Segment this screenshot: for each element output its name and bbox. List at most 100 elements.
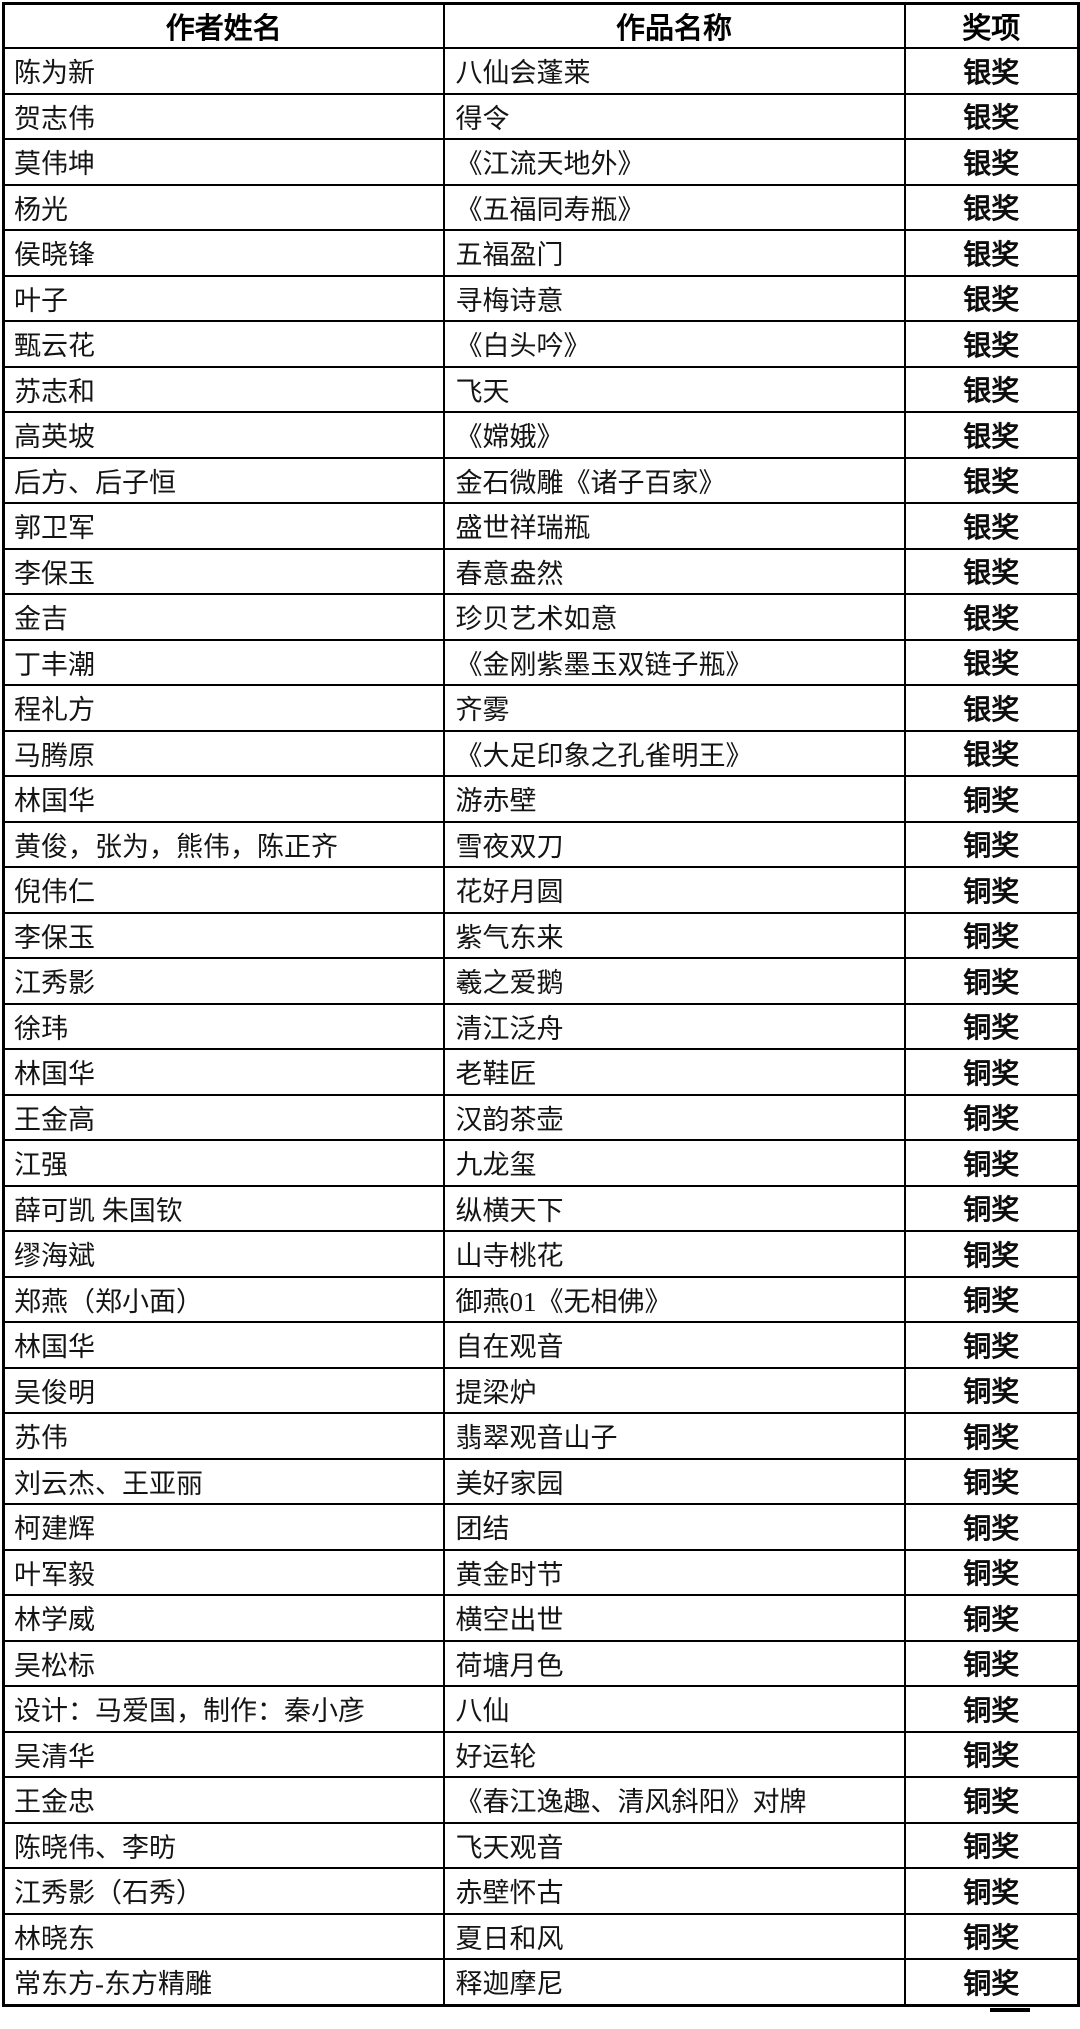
award-cell: 银奖 — [903, 320, 1080, 368]
award-cell: 银奖 — [903, 456, 1080, 504]
work-cell: 羲之爱鹅 — [442, 957, 906, 1005]
author-cell: 林国华 — [2, 1321, 445, 1369]
award-cell: 铜奖 — [903, 1366, 1080, 1414]
award-cell: 铜奖 — [903, 1457, 1080, 1505]
table-row: 高英坡 《嫦娥》 银奖 — [2, 411, 1080, 459]
work-cell: 黄金时节 — [442, 1548, 906, 1596]
table-row: 丁丰潮 《金刚紫墨玉双链子瓶》 银奖 — [2, 638, 1080, 686]
author-cell: 徐玮 — [2, 1002, 445, 1050]
work-cell: 《五福同寿瓶》 — [442, 183, 906, 231]
work-cell: 齐雾 — [442, 684, 906, 732]
table-row: 杨光 《五福同寿瓶》 银奖 — [2, 183, 1080, 231]
table-row: 苏志和 飞天 银奖 — [2, 365, 1080, 413]
table-row: 郑燕（郑小面） 御燕01《无相佛》 铜奖 — [2, 1275, 1080, 1323]
table-row: 徐玮 清江泛舟 铜奖 — [2, 1002, 1080, 1050]
work-cell: 自在观音 — [442, 1321, 906, 1369]
award-cell: 铜奖 — [903, 1639, 1080, 1687]
award-cell: 铜奖 — [903, 1275, 1080, 1323]
author-cell: 江强 — [2, 1139, 445, 1187]
work-cell: 《嫦娥》 — [442, 411, 906, 459]
work-cell: 雪夜双刀 — [442, 820, 906, 868]
table-row: 刘云杰、王亚丽 美好家园 铜奖 — [2, 1457, 1080, 1505]
author-cell: 丁丰潮 — [2, 638, 445, 686]
author-cell: 吴清华 — [2, 1730, 445, 1778]
table-row: 陈为新 八仙会蓬莱 银奖 — [2, 47, 1080, 95]
work-cell: 好运轮 — [442, 1730, 906, 1778]
table-row: 倪伟仁 花好月圆 铜奖 — [2, 866, 1080, 914]
award-cell: 铜奖 — [903, 1730, 1080, 1778]
author-cell: 李保玉 — [2, 547, 445, 595]
work-cell: 横空出世 — [442, 1594, 906, 1642]
table-row: 王金忠 《春江逸趣、清风斜阳》对牌 铜奖 — [2, 1776, 1080, 1824]
award-cell: 铜奖 — [903, 911, 1080, 959]
author-cell: 林国华 — [2, 1048, 445, 1096]
table-row: 林国华 自在观音 铜奖 — [2, 1321, 1080, 1369]
author-cell: 杨光 — [2, 183, 445, 231]
table-row: 吴松标 荷塘月色 铜奖 — [2, 1639, 1080, 1687]
author-cell: 程礼方 — [2, 684, 445, 732]
award-cell: 铜奖 — [903, 866, 1080, 914]
award-cell: 铜奖 — [903, 1503, 1080, 1551]
author-cell: 林晓东 — [2, 1912, 445, 1960]
table-row: 设计：马爱国，制作：秦小彦 八仙 铜奖 — [2, 1685, 1080, 1733]
author-cell: 刘云杰、王亚丽 — [2, 1457, 445, 1505]
table-body: 陈为新 八仙会蓬莱 银奖 贺志伟 得令 银奖 莫伟坤 《江流天地外》 银奖 杨光 《五福同寿瓶》 银奖… — [2, 47, 1080, 2006]
award-cell: 银奖 — [903, 183, 1080, 231]
award-cell: 铜奖 — [903, 1821, 1080, 1869]
work-cell: 团结 — [442, 1503, 906, 1551]
table-row: 苏伟 翡翠观音山子 铜奖 — [2, 1412, 1080, 1460]
author-cell: 吴俊明 — [2, 1366, 445, 1414]
award-cell: 铜奖 — [903, 1685, 1080, 1733]
work-cell: 《白头吟》 — [442, 320, 906, 368]
award-cell: 铜奖 — [903, 1002, 1080, 1050]
table-row: 叶军毅 黄金时节 铜奖 — [2, 1548, 1080, 1596]
award-cell: 铜奖 — [903, 775, 1080, 823]
work-cell: 花好月圆 — [442, 866, 906, 914]
table-row: 缪海斌 山寺桃花 铜奖 — [2, 1230, 1080, 1278]
award-cell: 银奖 — [903, 593, 1080, 641]
work-cell: 得令 — [442, 92, 906, 140]
author-cell: 贺志伟 — [2, 92, 445, 140]
work-cell: 荷塘月色 — [442, 1639, 906, 1687]
header-row: 作者姓名 作品名称 奖项 — [2, 2, 1080, 49]
award-cell: 铜奖 — [903, 1548, 1080, 1596]
work-cell: 八仙会蓬莱 — [442, 47, 906, 95]
award-cell: 铜奖 — [903, 1958, 1080, 2006]
work-cell: 飞天 — [442, 365, 906, 413]
table-header: 作者姓名 作品名称 奖项 — [2, 2, 1080, 49]
author-cell: 马腾原 — [2, 729, 445, 777]
author-cell: 金吉 — [2, 593, 445, 641]
author-cell: 叶军毅 — [2, 1548, 445, 1596]
table-row: 林晓东 夏日和风 铜奖 — [2, 1912, 1080, 1960]
work-cell: 《金刚紫墨玉双链子瓶》 — [442, 638, 906, 686]
header-author: 作者姓名 — [2, 2, 445, 49]
work-cell: 五福盈门 — [442, 229, 906, 277]
work-cell: 《大足印象之孔雀明王》 — [442, 729, 906, 777]
award-cell: 银奖 — [903, 411, 1080, 459]
table-row: 后方、后子恒 金石微雕《诸子百家》 银奖 — [2, 456, 1080, 504]
author-cell: 柯建辉 — [2, 1503, 445, 1551]
table-row: 江秀影 羲之爱鹅 铜奖 — [2, 957, 1080, 1005]
award-cell: 铜奖 — [903, 1867, 1080, 1915]
award-cell: 铜奖 — [903, 1912, 1080, 1960]
author-cell: 缪海斌 — [2, 1230, 445, 1278]
author-cell: 江秀影（石秀） — [2, 1867, 445, 1915]
award-cell: 银奖 — [903, 138, 1080, 186]
award-cell: 银奖 — [903, 684, 1080, 732]
author-cell: 王金忠 — [2, 1776, 445, 1824]
work-cell: 赤壁怀古 — [442, 1867, 906, 1915]
work-cell: 美好家园 — [442, 1457, 906, 1505]
table-row: 常东方-东方精雕 释迦摩尼 铜奖 — [2, 1958, 1080, 2006]
table-row: 侯晓锋 五福盈门 银奖 — [2, 229, 1080, 277]
award-cell: 银奖 — [903, 729, 1080, 777]
author-cell: 设计：马爱国，制作：秦小彦 — [2, 1685, 445, 1733]
author-cell: 郑燕（郑小面） — [2, 1275, 445, 1323]
award-cell: 银奖 — [903, 502, 1080, 550]
work-cell: 八仙 — [442, 1685, 906, 1733]
work-cell: 释迦摩尼 — [442, 1958, 906, 2006]
award-cell: 铜奖 — [903, 957, 1080, 1005]
author-cell: 林学威 — [2, 1594, 445, 1642]
work-cell: 珍贝艺术如意 — [442, 593, 906, 641]
table-row: 郭卫军 盛世祥瑞瓶 银奖 — [2, 502, 1080, 550]
